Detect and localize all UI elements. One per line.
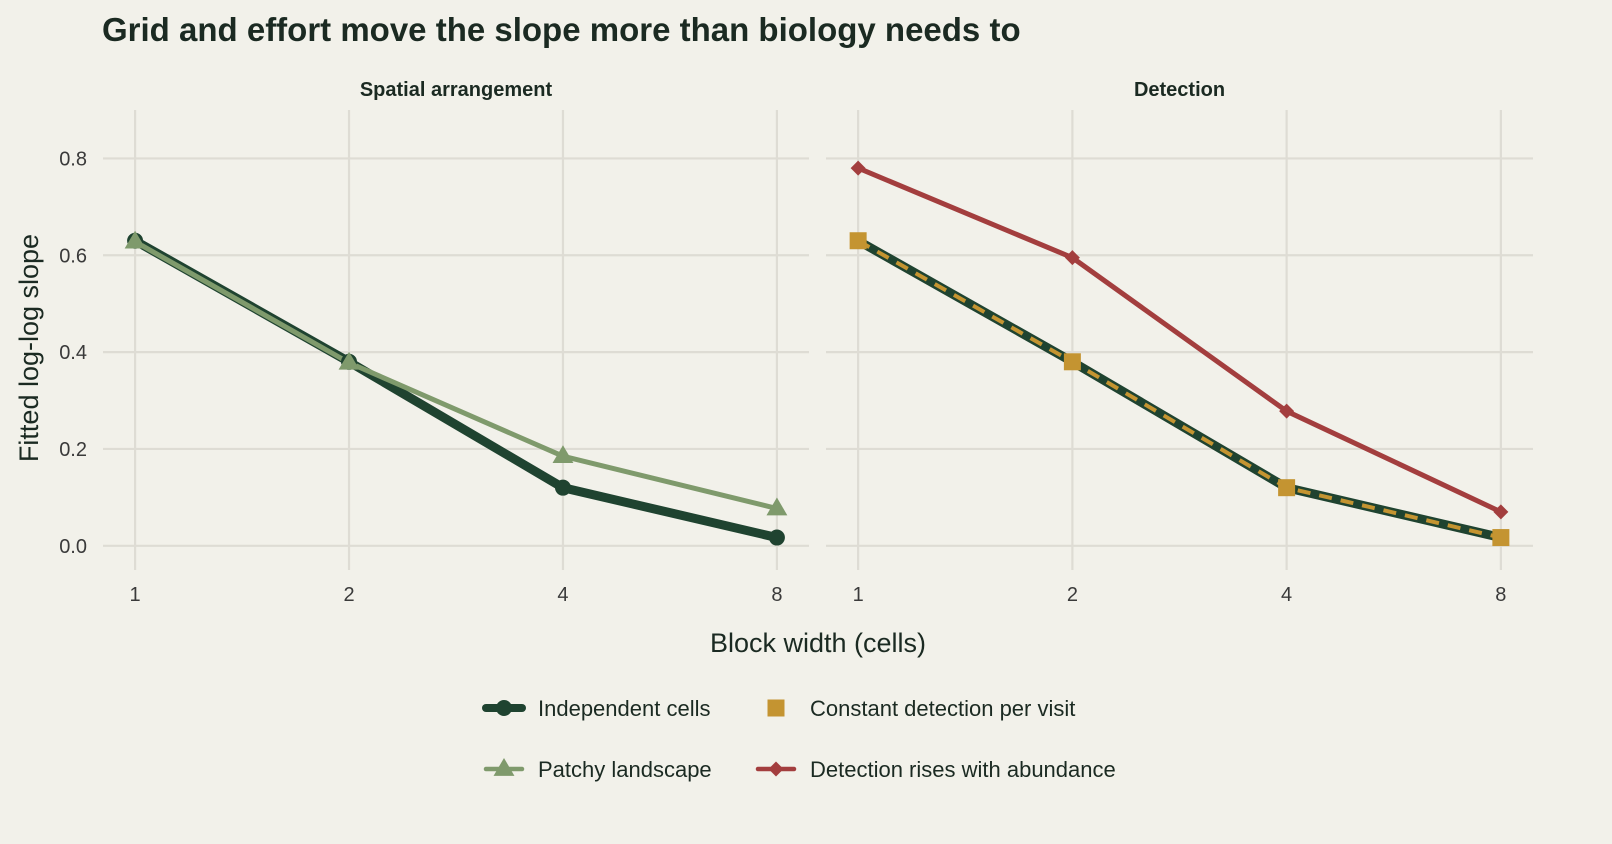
y-tick-label: 0.8 <box>59 148 87 170</box>
legend-marker <box>496 700 512 716</box>
x-tick-label: 4 <box>1281 584 1292 606</box>
data-point-patchy-landscape <box>552 445 574 464</box>
y-tick-label: 0.4 <box>59 342 87 364</box>
legend: Independent cells Constant detection per … <box>482 696 1116 782</box>
legend-item-constant-detection-per-visit: Constant detection per visit <box>767 696 1075 721</box>
series-line-constant-detection-per-visit <box>857 238 1502 540</box>
y-tick-label: 0.6 <box>59 245 87 267</box>
panel-spatial-arrangement: Spatial arrangement 1 2 4 8 0.0 0.2 0.4 0.6 0.8 <box>59 79 809 606</box>
x-tick-label: 8 <box>1495 584 1506 606</box>
data-point-patchy-landscape <box>338 351 360 370</box>
data-point-constant-detection-per-visit <box>1278 479 1296 497</box>
facet-title: Detection <box>1134 79 1225 101</box>
data-point-detection-rises-with-abundance <box>1493 504 1509 520</box>
legend-item-independent-cells: Independent cells <box>482 696 710 721</box>
data-point-patchy-landscape <box>766 497 788 516</box>
legend-marker <box>493 758 515 776</box>
data-point-patchy-landscape <box>124 230 146 249</box>
data-point-detection-rises-with-abundance <box>1279 403 1295 419</box>
legend-marker <box>767 699 785 717</box>
legend-label: Detection rises with abundance <box>810 757 1116 782</box>
x-tick-label: 4 <box>557 584 568 606</box>
x-axis-title: Block width (cells) <box>710 628 926 658</box>
x-tick-label: 2 <box>1067 584 1078 606</box>
y-tick-label: 0.2 <box>59 439 87 461</box>
x-tick-label: 1 <box>853 584 864 606</box>
data-point-independent-cells <box>554 479 571 496</box>
chart-panels: Spatial arrangement 1 2 4 8 0.0 0.2 0.4 0.6 0.8 De… <box>59 79 1533 606</box>
series-line-independent-cells <box>853 236 1506 543</box>
series-line-independent-cells <box>130 236 782 543</box>
legend-label: Constant detection per visit <box>810 696 1075 721</box>
legend-marker <box>768 761 784 777</box>
legend-label: Patchy landscape <box>538 757 712 782</box>
data-point-detection-rises-with-abundance <box>850 160 866 176</box>
x-tick-label: 1 <box>130 584 141 606</box>
y-axis-title: Fitted log-log slope <box>14 234 44 462</box>
legend-item-patchy-landscape: Patchy landscape <box>483 757 712 782</box>
series-line-detection-rises-with-abundance <box>855 165 1504 515</box>
chart-title: Grid and effort move the slope more than… <box>102 11 1021 48</box>
data-point-detection-rises-with-abundance <box>1064 250 1080 266</box>
panel-detection: Detection 1 2 4 8 <box>826 79 1533 606</box>
data-point-constant-detection-per-visit <box>849 232 867 250</box>
data-point-constant-detection-per-visit <box>1063 353 1081 371</box>
x-tick-label: 8 <box>771 584 782 606</box>
series-line-patchy-landscape <box>132 239 780 512</box>
legend-item-detection-rises-with-abundance: Detection rises with abundance <box>755 757 1116 782</box>
facet-title: Spatial arrangement <box>360 79 553 101</box>
data-point-independent-cells <box>768 529 785 546</box>
data-point-constant-detection-per-visit <box>1492 529 1510 547</box>
legend-label: Independent cells <box>538 696 710 721</box>
x-tick-label: 2 <box>343 584 354 606</box>
y-tick-label: 0.0 <box>59 536 87 558</box>
